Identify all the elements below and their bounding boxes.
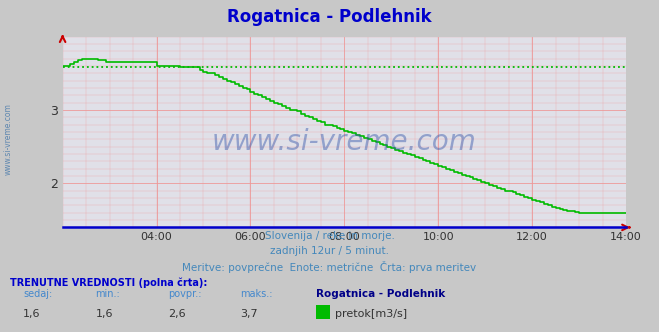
Text: www.si-vreme.com: www.si-vreme.com (3, 104, 13, 175)
Text: www.si-vreme.com: www.si-vreme.com (212, 127, 476, 155)
Text: 1,6: 1,6 (23, 309, 41, 319)
Text: pretok[m3/s]: pretok[m3/s] (335, 309, 407, 319)
Text: Slovenija / reke in morje.: Slovenija / reke in morje. (264, 231, 395, 241)
Text: TRENUTNE VREDNOSTI (polna črta):: TRENUTNE VREDNOSTI (polna črta): (10, 277, 208, 288)
Text: Rogatnica - Podlehnik: Rogatnica - Podlehnik (316, 289, 445, 299)
Text: Meritve: povprečne  Enote: metrične  Črta: prva meritev: Meritve: povprečne Enote: metrične Črta:… (183, 261, 476, 273)
Text: maks.:: maks.: (241, 289, 273, 299)
Text: sedaj:: sedaj: (23, 289, 52, 299)
Text: 1,6: 1,6 (96, 309, 113, 319)
Text: 2,6: 2,6 (168, 309, 186, 319)
Text: Rogatnica - Podlehnik: Rogatnica - Podlehnik (227, 8, 432, 26)
Text: min.:: min.: (96, 289, 121, 299)
Text: 3,7: 3,7 (241, 309, 258, 319)
Text: zadnjih 12ur / 5 minut.: zadnjih 12ur / 5 minut. (270, 246, 389, 256)
Text: povpr.:: povpr.: (168, 289, 202, 299)
